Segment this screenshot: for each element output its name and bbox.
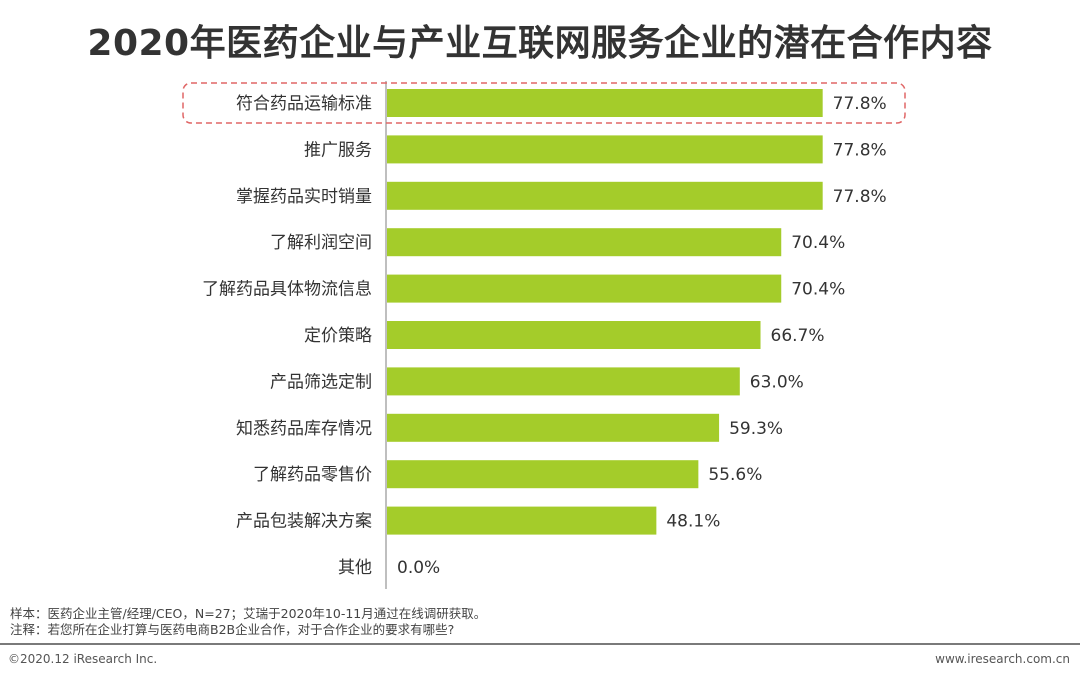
bar [387, 367, 740, 396]
bar [387, 228, 782, 257]
website-text: www.iresearch.com.cn [935, 652, 1070, 666]
bar [387, 135, 823, 164]
category-label: 了解药品零售价 [253, 465, 372, 485]
category-label: 掌握药品实时销量 [236, 187, 372, 207]
value-label: 66.7% [771, 326, 825, 346]
annotation-note: 注释：若您所在企业打算与医药电商B2B企业合作，对于合作企业的要求有哪些? [10, 622, 455, 637]
category-label: 产品筛选定制 [270, 372, 372, 392]
value-label: 70.4% [791, 233, 845, 253]
bar [387, 321, 761, 349]
category-label: 了解利润空间 [270, 233, 372, 253]
footer-divider [0, 643, 1080, 645]
category-label: 定价策略 [304, 326, 372, 346]
chart-title: 2020年医药企业与产业互联网服务企业的潜在合作内容 [87, 23, 993, 64]
bar [387, 506, 657, 535]
value-label: 0.0% [397, 558, 440, 578]
value-label: 48.1% [666, 512, 720, 532]
bar [387, 181, 823, 210]
chart-notes: 样本：医药企业主管/经理/CEO，N=27；艾瑞于2020年10-11月通过在线… [10, 606, 486, 638]
category-label: 了解药品具体物流信息 [202, 280, 372, 300]
bar [387, 413, 720, 442]
category-label: 其他 [338, 558, 372, 578]
value-label: 77.8% [833, 94, 887, 114]
bar [387, 274, 782, 303]
bar-chart: 符合药品运输标准 77.8% 推广服务 77.8% 掌握药品实时销量 77.8% 了解利润空… [182, 81, 906, 589]
value-label: 77.8% [833, 187, 887, 207]
sample-note: 样本：医药企业主管/经理/CEO，N=27；艾瑞于2020年10-11月通过在线… [10, 606, 487, 621]
value-label: 59.3% [729, 419, 783, 439]
bar [387, 460, 699, 489]
highlight-box [182, 82, 906, 124]
value-label: 70.4% [791, 280, 845, 300]
value-label: 63.0% [750, 372, 804, 392]
category-label: 符合药品运输标准 [236, 94, 372, 114]
category-label: 推广服务 [304, 140, 372, 160]
value-label: 55.6% [708, 465, 762, 485]
category-label: 产品包装解决方案 [236, 512, 372, 532]
bar [387, 89, 823, 117]
value-label: 77.8% [833, 140, 887, 160]
category-label: 知悉药品库存情况 [236, 419, 372, 439]
copyright-text: ©2020.12 iResearch Inc. [8, 652, 158, 666]
